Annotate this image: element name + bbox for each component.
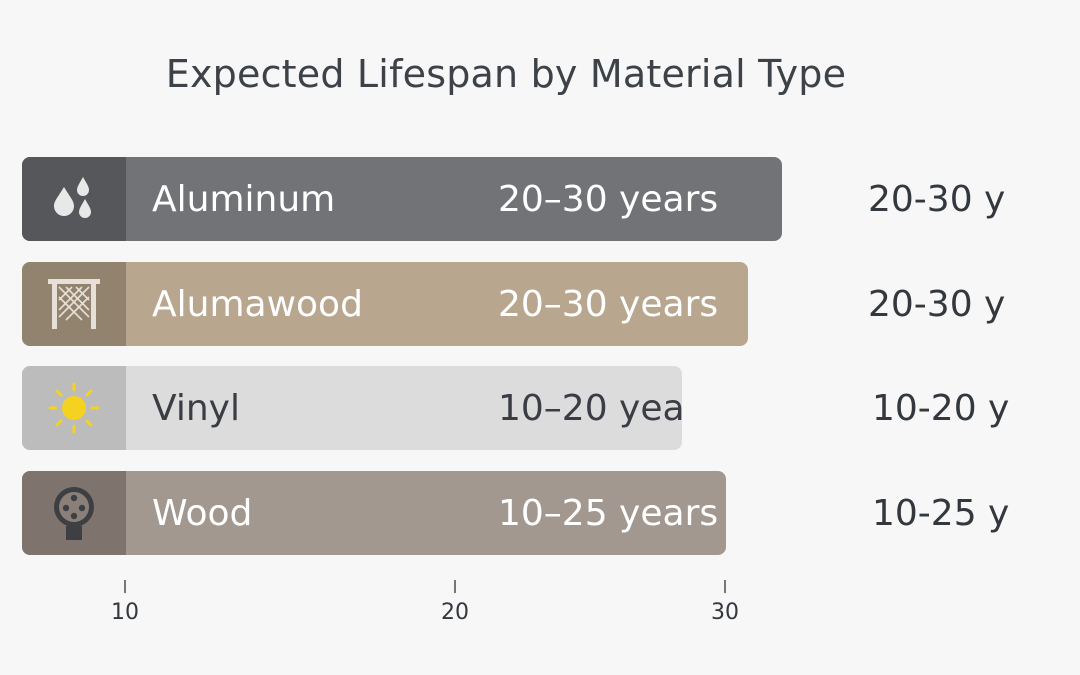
side-label-vinyl: 10-20 y <box>872 387 1010 429</box>
side-label-wood: 10-25 y <box>872 492 1010 534</box>
axis-tick-30 <box>724 580 726 593</box>
axis-tick-20 <box>454 580 456 593</box>
wood-grain-icon <box>22 471 126 555</box>
bar-vinyl: Vinyl 10–20 yea <box>22 366 682 450</box>
axis-tick-10 <box>124 580 126 593</box>
axis-tick-label-10: 10 <box>111 600 139 625</box>
axis-tick-label-20: 20 <box>441 600 469 625</box>
lattice-icon <box>22 262 126 346</box>
axis-tick-label-30: 30 <box>711 600 739 625</box>
bar-label-alumawood: Alumawood <box>152 283 363 325</box>
water-drops-icon <box>22 157 126 241</box>
bar-label-vinyl: Vinyl <box>152 387 240 429</box>
sun-icon <box>22 366 126 450</box>
side-label-alumawood: 20-30 y <box>868 283 1006 325</box>
bar-range-aluminum: 20–30 years <box>498 178 719 220</box>
bar-range-vinyl: 10–20 yea <box>498 387 682 429</box>
chart-title: Expected Lifespan by Material Type <box>165 52 847 96</box>
bar-wood: Wood 10–25 years <box>22 471 726 555</box>
side-label-aluminum: 20-30 y <box>868 178 1006 220</box>
bar-range-alumawood: 20–30 years <box>498 283 719 325</box>
bar-range-wood: 10–25 years <box>498 492 719 534</box>
bar-label-wood: Wood <box>152 492 253 534</box>
bar-label-aluminum: Aluminum <box>152 178 336 220</box>
bar-aluminum: Aluminum 20–30 years <box>22 157 782 241</box>
bar-alumawood: Alumawood 20–30 years <box>22 262 748 346</box>
